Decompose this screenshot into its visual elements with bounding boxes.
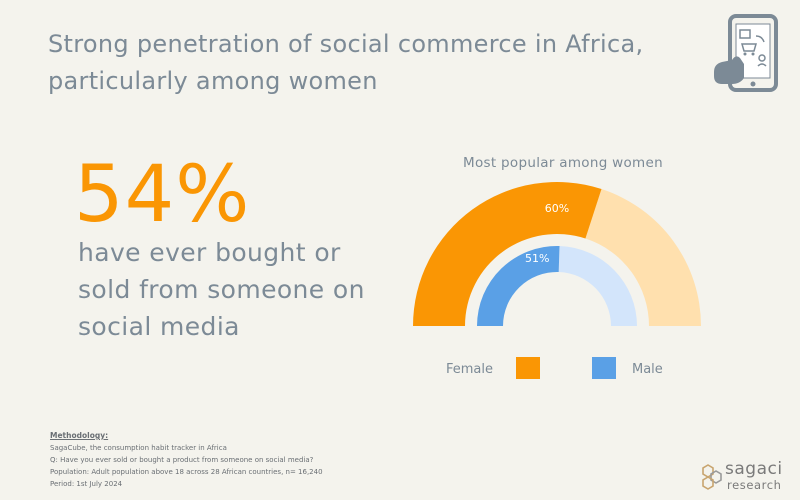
legend-swatch-male — [592, 357, 616, 379]
arc-female — [413, 182, 602, 326]
legend-label-female: Female — [446, 362, 494, 377]
methodology-line: SagaCube, the consumption habit tracker … — [50, 444, 227, 452]
methodology-line: Population: Adult population above 18 ac… — [50, 468, 323, 476]
arc-male — [477, 246, 560, 326]
methodology: Methodology: SagaCube, the consumption h… — [50, 430, 323, 490]
hexagon-logo-icon — [702, 464, 722, 490]
legend-swatch-female — [516, 357, 540, 379]
headline-value: 54% — [74, 150, 251, 240]
methodology-line: Q: Have you ever sold or bought a produc… — [50, 456, 314, 464]
headline-text: have ever bought or sold from someone on… — [78, 238, 365, 341]
arc-remainder-female — [585, 189, 701, 326]
semi-donut-chart: 60% 51% — [413, 182, 701, 326]
data-label-female: 60% — [545, 202, 569, 215]
arc-remainder-male — [558, 246, 637, 326]
methodology-heading: Methodology: — [50, 431, 109, 440]
methodology-line: Period: 1st July 2024 — [50, 480, 123, 488]
logo-text-bottom: research — [727, 478, 782, 492]
legend-label-male: Male — [632, 362, 663, 377]
brand-logo: sagaci research — [700, 459, 792, 494]
chart-title: Most popular among women — [463, 155, 663, 171]
page-title: Strong penetration of social commerce in… — [48, 30, 644, 95]
phone-shopping-icon — [714, 14, 778, 92]
logo-text-top: sagaci — [725, 459, 783, 479]
data-label-male: 51% — [525, 252, 549, 265]
